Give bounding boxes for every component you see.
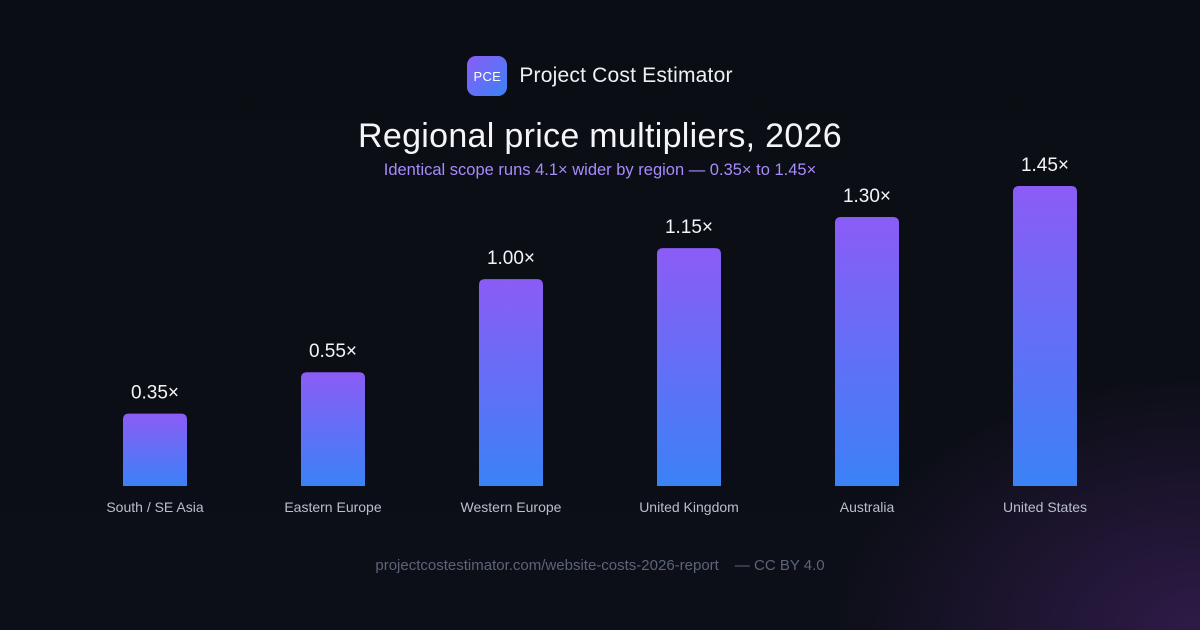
brand-name: Project Cost Estimator	[519, 64, 733, 87]
license-text: — CC BY 4.0	[734, 557, 825, 574]
category-label: Western Europe	[461, 499, 562, 515]
brand-logo: PCE	[467, 56, 508, 96]
chart-title: Regional price multipliers, 2026	[358, 117, 842, 155]
value-label: 0.35×	[131, 383, 179, 404]
value-label: 1.45×	[1021, 155, 1069, 176]
value-label: 0.55×	[309, 341, 357, 362]
value-label: 1.30×	[843, 186, 891, 207]
category-label: United States	[1003, 499, 1087, 515]
bar-united-kingdom	[657, 248, 721, 486]
value-label: 1.00×	[487, 248, 535, 269]
brand-header: PCE Project Cost Estimator	[0, 56, 1200, 96]
value-label: 1.15×	[665, 217, 713, 238]
source-link[interactable]: projectcostestimator.com/website-costs-2…	[375, 557, 719, 574]
bars-group: 0.35× South / SE Asia 0.55× Eastern Europe 1…	[106, 155, 1087, 515]
category-label: United Kingdom	[639, 499, 739, 515]
footer: projectcostestimator.com/website-costs-2…	[0, 557, 1200, 574]
category-label: South / SE Asia	[106, 499, 203, 515]
chart-subtitle: Identical scope runs 4.1× wider by regio…	[383, 161, 817, 179]
category-label: Australia	[840, 499, 895, 515]
bar-eastern-europe	[301, 372, 365, 486]
bar-united-states	[1013, 186, 1077, 486]
category-label: Eastern Europe	[284, 499, 381, 515]
bar-western-europe	[479, 279, 543, 486]
bar-australia	[835, 217, 899, 486]
bar-south-se-asia	[123, 413, 187, 486]
